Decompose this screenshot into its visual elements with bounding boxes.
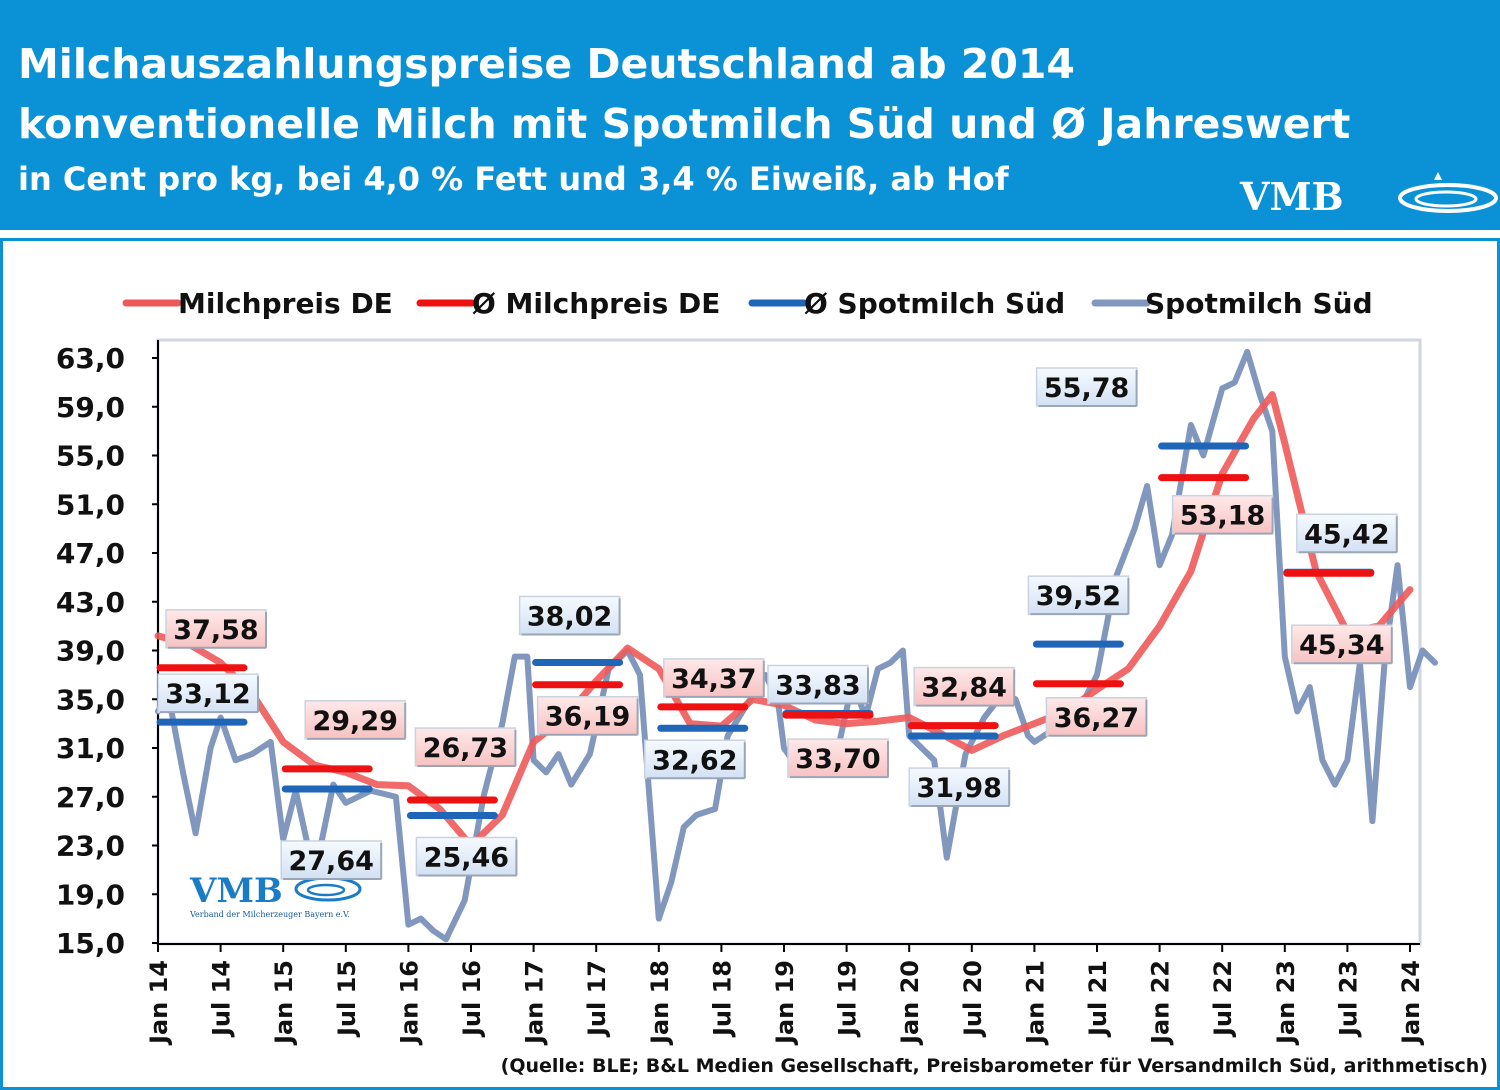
avg-spotmilch-label-box (518, 595, 621, 636)
avg-milchpreis-label-box (165, 609, 267, 649)
x-tick-label: Jan 24 (1397, 960, 1425, 1046)
y-tick-label: 51,0 (56, 488, 125, 521)
watermark-logo-text: VMB (189, 871, 283, 911)
avg-milchpreis-label: 45,34 (1299, 630, 1384, 661)
x-tick-label: Jan 19 (771, 960, 799, 1046)
vmb-logo-text: VMB (1239, 174, 1344, 219)
avg-spotmilch-label: 55,78 (1044, 373, 1129, 404)
chart-title: Milchauszahlungspreise Deutschland ab 20… (18, 40, 1075, 88)
avg-milchpreis-label-box (913, 666, 1015, 707)
x-tick-label: Jan 21 (1021, 960, 1049, 1046)
avg-milchpreis-label-box (663, 658, 765, 698)
source-note: (Quelle: BLE; B&L Medien Gesellschaft, P… (501, 1055, 1488, 1077)
avg-milchpreis-label: 29,29 (312, 706, 397, 737)
chart-title-line2: konventionelle Milch mit Spotmilch Süd u… (18, 100, 1351, 148)
avg-milchpreis-label: 33,70 (795, 744, 880, 775)
yearly-average-bars (156, 442, 1375, 820)
x-tick-label: Jan 16 (395, 960, 423, 1046)
x-tick-label: Jul 16 (458, 960, 486, 1038)
x-tick-label: Jul 14 (208, 960, 236, 1038)
y-tick-label: 39,0 (56, 635, 125, 668)
avg-spotmilch-label-box (157, 673, 259, 713)
y-tick-label: 31,0 (56, 732, 125, 765)
x-tick-label: Jan 15 (270, 960, 298, 1046)
x-axis-ticks: Jan 14 Jul 14 Jan 15 Jul 15 Jan 16 Jul 16 Jan … (145, 944, 1425, 1046)
avg-milchpreis-label: 32,84 (921, 673, 1006, 704)
avg-milchpreis-label-box (1291, 624, 1393, 664)
legend: Milchpreis DE Ø Milchpreis DE Ø Spotmilc… (122, 287, 1373, 320)
avg-milchpreis-label: 36,27 (1054, 703, 1139, 734)
avg-milchpreis-label: 37,58 (173, 615, 258, 646)
avg-spotmilch-label: 33,12 (165, 679, 250, 710)
avg-spotmilch-label: 31,98 (916, 773, 1001, 804)
avg-milchpreis-label: 34,37 (671, 664, 756, 695)
y-tick-label: 63,0 (56, 342, 125, 375)
x-tick-label: Jul 23 (1334, 960, 1362, 1038)
y-axis-ticks: 63,0 59,0 55,0 51,0 47,0 43,0 39,0 35,0 31,0 27,0… (56, 342, 158, 960)
y-tick-label: 47,0 (56, 537, 125, 570)
avg-milchpreis-label-box (1045, 697, 1148, 737)
avg-spotmilch-label-box (1027, 575, 1130, 615)
header-banner: Milchauszahlungspreise Deutschland ab 20… (0, 0, 1500, 230)
x-tick-label: Jan 18 (646, 960, 674, 1046)
chart-subtitle: in Cent pro kg, bei 4,0 % Fett und 3,4 %… (18, 160, 1009, 198)
x-tick-label: Jan 17 (521, 960, 549, 1046)
avg-spotmilch-label: 45,42 (1304, 519, 1389, 550)
x-tick-label: Jul 15 (333, 960, 361, 1038)
y-tick-label: 43,0 (56, 586, 125, 619)
legend-label-milchpreis: Milchpreis DE (178, 287, 393, 320)
avg-spotmilch-label-box (767, 664, 869, 705)
x-tick-label: Jan 14 (145, 960, 173, 1046)
x-tick-label: Jul 19 (834, 960, 862, 1038)
vmb-logo: VMB (1239, 172, 1498, 219)
avg-spotmilch-label: 25,46 (424, 843, 509, 874)
avg-milchpreis-label-box (414, 727, 517, 767)
legend-label-avg-spot: Ø Spotmilch Süd (804, 287, 1065, 320)
x-tick-label: Jan 23 (1272, 960, 1300, 1046)
y-tick-label: 35,0 (56, 683, 125, 716)
y-tick-label: 23,0 (56, 830, 125, 863)
x-tick-label: Jul 20 (959, 960, 987, 1038)
yearly-average-labels: 37,58 29,29 26,73 36,19 34,37 33,70 32,84 36,27… (157, 367, 1398, 880)
x-tick-label: Jan 22 (1147, 960, 1175, 1046)
y-tick-label: 55,0 (56, 440, 125, 473)
avg-spotmilch-label-box (1035, 367, 1138, 407)
avg-spotmilch-label-box (415, 836, 518, 877)
legend-label-avg-milchpreis: Ø Milchpreis DE (472, 287, 720, 320)
x-tick-label: Jul 18 (708, 960, 736, 1038)
avg-spotmilch-label-box (644, 739, 746, 780)
avg-spotmilch-label: 27,64 (288, 846, 373, 877)
legend-label-spot: Spotmilch Süd (1145, 287, 1373, 320)
avg-spotmilch-label-box (280, 840, 382, 880)
avg-spotmilch-label-box (908, 767, 1010, 807)
x-tick-label: Jan 20 (896, 960, 924, 1046)
avg-milchpreis-label: 26,73 (423, 733, 508, 764)
y-tick-label: 27,0 (56, 781, 125, 814)
avg-spotmilch-label: 33,83 (775, 671, 860, 702)
avg-spotmilch-label: 32,62 (652, 745, 737, 776)
x-tick-label: Jul 17 (583, 960, 611, 1038)
watermark-caption: Verband der Milcherzeuger Bayern e.V. (189, 910, 350, 919)
x-tick-label: Jul 21 (1084, 960, 1112, 1038)
avg-spotmilch-label: 39,52 (1036, 581, 1121, 612)
y-tick-label: 19,0 (56, 878, 125, 911)
y-tick-label: 59,0 (56, 391, 125, 424)
y-tick-label: 15,0 (56, 927, 125, 960)
avg-spotmilch-label: 38,02 (527, 601, 612, 632)
avg-milchpreis-label: 36,19 (545, 702, 630, 733)
x-tick-label: Jul 22 (1209, 960, 1237, 1038)
avg-milchpreis-label: 53,18 (1180, 501, 1265, 532)
